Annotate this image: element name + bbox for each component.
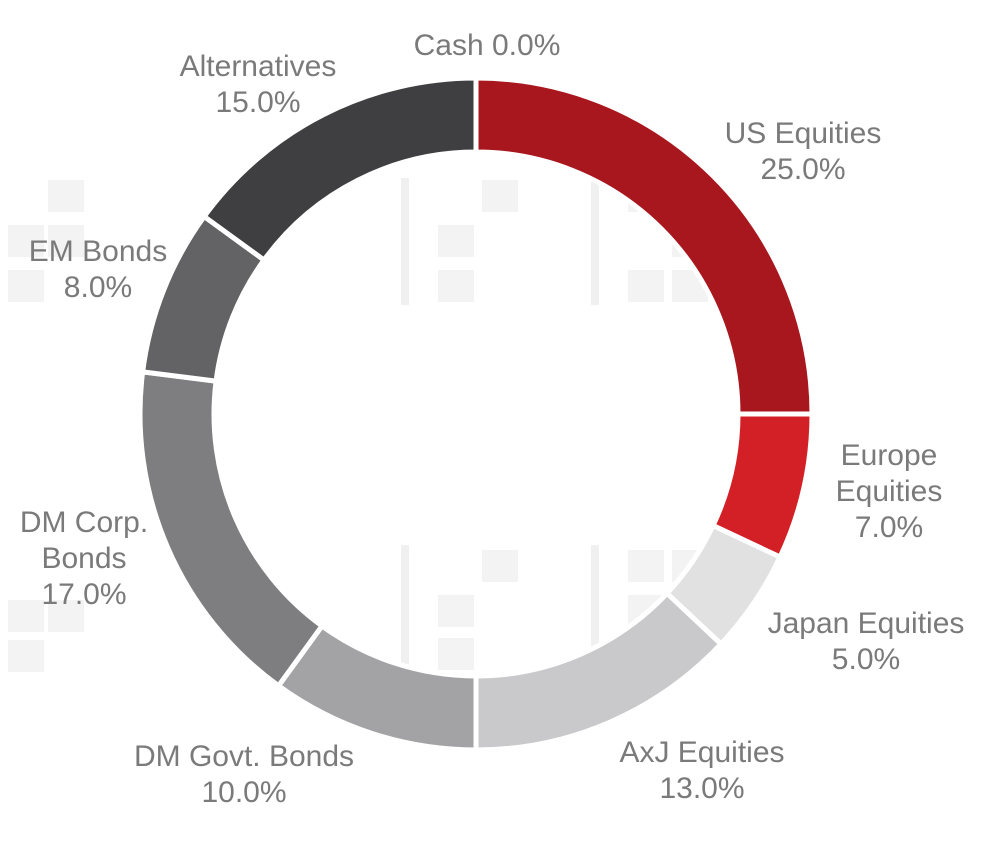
slice-label: Alternatives 15.0% bbox=[180, 50, 337, 119]
slice-value-label: 7.0% bbox=[855, 511, 923, 544]
slice-value-label: 5.0% bbox=[832, 643, 900, 676]
slice-name-label: EM Bonds bbox=[29, 235, 167, 268]
slice-alternatives bbox=[200, 75, 479, 264]
slice-value-label: 15.0% bbox=[215, 86, 300, 119]
slice-name-label: Bonds bbox=[41, 542, 126, 575]
slice-value-label: 8.0% bbox=[64, 271, 132, 304]
slice-name-label: DM Corp. bbox=[20, 506, 148, 539]
slice-label: Cash 0.0% bbox=[414, 29, 561, 62]
slice-name-label: Equities bbox=[836, 475, 943, 508]
slice-label: EM Bonds 8.0% bbox=[29, 235, 167, 304]
donut-slices bbox=[137, 75, 815, 753]
slice-labels: US Equities 25.0% Europe Equities 7.0% Japan … bbox=[20, 29, 965, 809]
slice-label: US Equities 25.0% bbox=[725, 117, 882, 186]
slice-value-label: 25.0% bbox=[760, 153, 845, 186]
slice-label-text: Cash 0.0% bbox=[414, 29, 561, 62]
slice-value-label: 17.0% bbox=[41, 578, 126, 611]
slice-name-label: DM Govt. Bonds bbox=[134, 740, 354, 773]
slice-label: Europe Equities 7.0% bbox=[836, 439, 943, 544]
slice-name-label: Japan Equities bbox=[768, 607, 965, 640]
slice-label: DM Corp. Bonds 17.0% bbox=[20, 506, 148, 611]
slice-label: AxJ Equities 13.0% bbox=[619, 736, 784, 805]
slice-dm-corp-bonds bbox=[137, 369, 326, 690]
slice-name-label: Alternatives bbox=[180, 50, 337, 83]
background-watermark bbox=[8, 178, 708, 672]
slice-label: Japan Equities 5.0% bbox=[768, 607, 965, 676]
slice-value-label: 10.0% bbox=[201, 776, 286, 809]
slice-name-label: Europe bbox=[841, 439, 938, 472]
slice-name-label: US Equities bbox=[725, 117, 882, 150]
slice-label: DM Govt. Bonds 10.0% bbox=[134, 740, 354, 809]
slice-name-label: AxJ Equities bbox=[619, 736, 784, 769]
slice-value-label: 13.0% bbox=[659, 772, 744, 805]
